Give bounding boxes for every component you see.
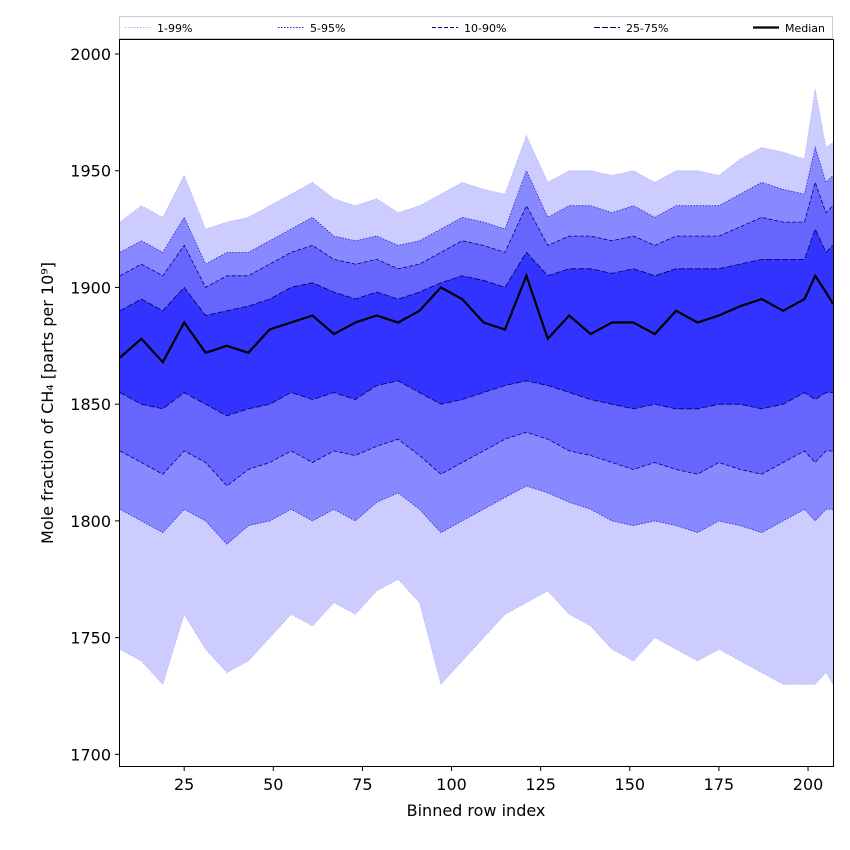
x-tick-label: 125	[525, 775, 556, 794]
legend-box	[119, 16, 833, 39]
legend: 1-99% 5-95% 10-90% 25-75% Median	[119, 16, 833, 39]
x-tick-label: 75	[352, 775, 372, 794]
legend-label: 1-99%	[157, 22, 192, 35]
band-upper-edge-25-75%	[119, 228, 834, 316]
band-25-75%	[120, 229, 833, 416]
legend-label: Median	[785, 22, 825, 35]
band-lower-edge-5-95%	[119, 485, 833, 545]
series-lines	[119, 272, 834, 364]
legend-label: 25-75%	[626, 22, 668, 35]
y-tick-label: 1900	[70, 278, 111, 297]
plot-frame	[119, 39, 834, 767]
y-tick-label: 1800	[70, 512, 111, 531]
x-tick-label: 25	[174, 775, 194, 794]
y-tick-label: 1750	[70, 629, 111, 648]
band-lower-edge-1-99%	[119, 578, 834, 686]
band-lower-edge-10-90%	[119, 431, 833, 487]
percentile-bands	[119, 88, 834, 686]
y-axis: 1700 1750 1800 1850 1900 1950 2000	[70, 45, 120, 764]
y-tick-label: 1950	[70, 162, 111, 181]
legend-label: 10-90%	[464, 22, 506, 35]
x-tick-label: 150	[615, 775, 646, 794]
band-upper-edge-10-90%	[119, 181, 834, 288]
x-tick-label: 175	[704, 775, 735, 794]
y-tick-label: 2000	[70, 45, 111, 64]
y-tick-label: 1700	[70, 745, 111, 764]
x-tick-label: 50	[263, 775, 283, 794]
band-lower-edge-25-75%	[119, 380, 833, 417]
band-upper-edge-5-95%	[119, 145, 834, 265]
y-tick-label: 1850	[70, 395, 111, 414]
x-axis-label: Binned row index	[407, 801, 546, 820]
legend-label: 5-95%	[310, 22, 345, 35]
x-tick-label: 100	[436, 775, 467, 794]
x-tick-label: 200	[793, 775, 824, 794]
x-axis: 25 50 75 100 125 150 175 200	[174, 766, 823, 794]
series-line-median	[119, 272, 834, 364]
y-axis-label: Mole fraction of CH₄ [parts per 10⁹]	[38, 262, 57, 544]
